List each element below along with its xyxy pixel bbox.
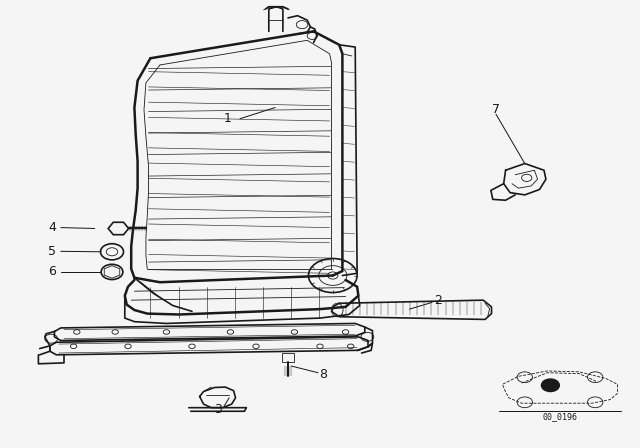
Text: 1: 1	[223, 112, 231, 125]
Text: 7: 7	[492, 103, 500, 116]
Text: 4: 4	[49, 221, 56, 234]
Text: 5: 5	[49, 245, 56, 258]
Circle shape	[541, 379, 559, 392]
Bar	[282, 353, 294, 362]
Text: 8: 8	[319, 368, 327, 382]
Text: 00_0196: 00_0196	[543, 412, 577, 421]
Text: 3: 3	[214, 403, 221, 416]
Text: 2: 2	[435, 293, 442, 307]
Text: 6: 6	[49, 265, 56, 279]
